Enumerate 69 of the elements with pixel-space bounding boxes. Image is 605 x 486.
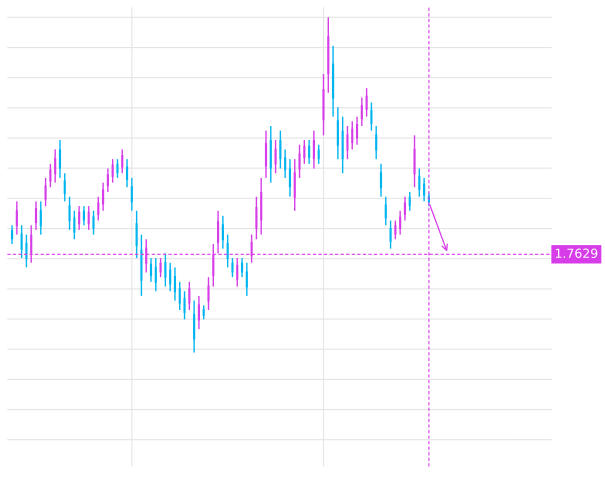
text: 1.7629 xyxy=(556,248,598,258)
candlestick xyxy=(351,120,354,150)
candlestick xyxy=(174,266,176,302)
candlestick xyxy=(231,257,234,278)
candlestick xyxy=(240,257,244,278)
candlestick xyxy=(160,257,162,278)
candlestick xyxy=(418,168,420,198)
candlestick xyxy=(16,200,18,236)
candlestick xyxy=(284,148,286,179)
candlestick xyxy=(136,210,138,259)
candlestick xyxy=(298,144,301,179)
candlestick xyxy=(183,290,186,320)
candlestick xyxy=(112,158,114,184)
candlestick xyxy=(40,200,42,236)
candlestick xyxy=(360,96,363,127)
candlestick xyxy=(202,304,205,320)
candlestick xyxy=(370,102,372,132)
candlestick xyxy=(34,200,38,231)
candlestick xyxy=(92,210,95,236)
candlestick xyxy=(130,177,133,212)
candlestick xyxy=(64,172,66,202)
candlestick xyxy=(279,130,282,170)
candlestick xyxy=(82,205,85,226)
candlestick xyxy=(68,196,71,231)
candlestick xyxy=(121,148,124,174)
candlestick xyxy=(384,196,387,226)
candlestick xyxy=(404,196,406,222)
candlestick xyxy=(198,295,200,330)
candlestick xyxy=(97,196,100,222)
candlestick xyxy=(423,177,426,202)
candlestick xyxy=(164,252,166,288)
candlestick xyxy=(169,262,172,292)
candlestick xyxy=(150,257,152,283)
candlestick xyxy=(154,257,157,292)
candlestick xyxy=(408,191,411,212)
candlestick xyxy=(44,177,47,207)
candlestick xyxy=(312,130,315,170)
candlestick xyxy=(78,205,80,231)
candlestick xyxy=(207,276,210,311)
candlestick xyxy=(366,87,368,118)
candlestick xyxy=(88,205,90,231)
candlestick xyxy=(49,163,52,188)
candlestick xyxy=(264,130,268,179)
candlestick xyxy=(274,139,277,174)
candlestick xyxy=(303,139,306,165)
candlestick xyxy=(288,158,292,198)
candlestick xyxy=(58,139,62,179)
candlestick xyxy=(356,116,358,146)
candlestick xyxy=(375,125,378,160)
candlestick xyxy=(399,210,402,236)
candlestick xyxy=(20,224,23,259)
candlestick xyxy=(102,182,104,212)
candlestick xyxy=(390,220,392,250)
candlestick xyxy=(318,144,320,165)
candlestick xyxy=(106,168,109,193)
candlestick xyxy=(222,215,224,250)
candlestick xyxy=(246,262,248,297)
candlestick xyxy=(236,257,238,288)
candlestick xyxy=(346,125,349,160)
candlestick xyxy=(178,281,181,311)
candlestick xyxy=(126,158,128,188)
candlestick xyxy=(308,139,310,165)
candlestick xyxy=(54,148,56,184)
candlestick xyxy=(255,196,258,240)
candlestick xyxy=(10,224,14,245)
candlestick xyxy=(188,281,190,311)
candlestick xyxy=(380,163,382,198)
candlestick xyxy=(73,210,76,240)
candlestick xyxy=(394,220,396,240)
